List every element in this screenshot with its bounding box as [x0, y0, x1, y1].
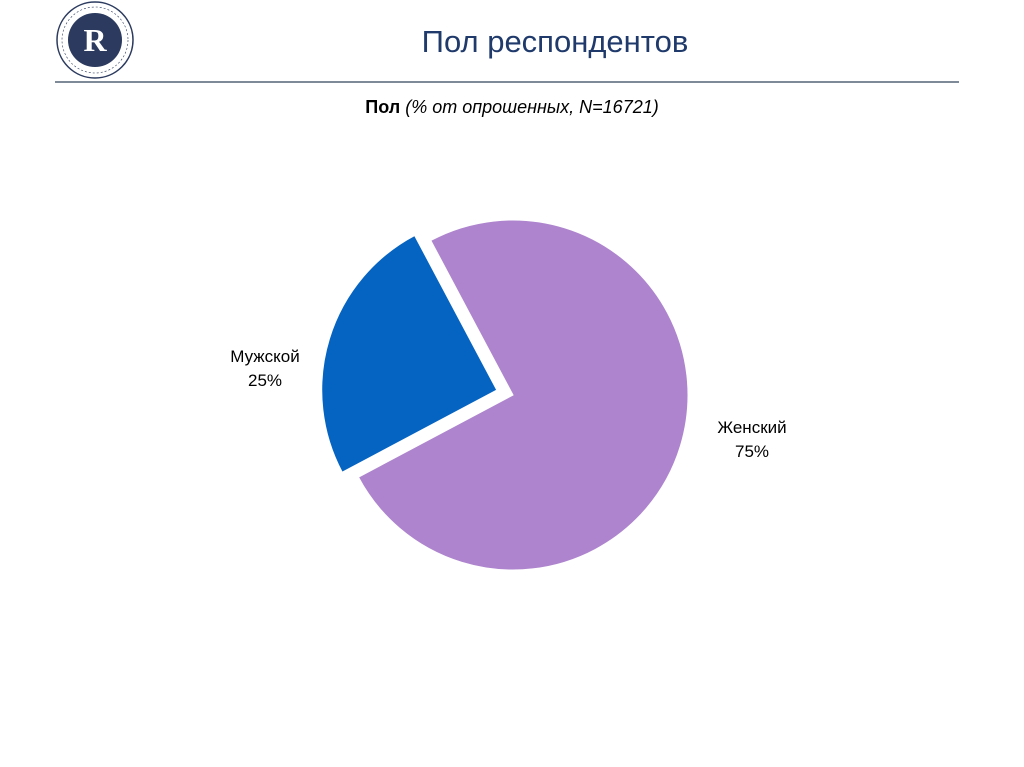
label-female-value: 75% [734, 442, 770, 461]
label-female-name: Женский [717, 418, 787, 437]
svg-text:R: R [83, 22, 107, 58]
page-title: Пол респондентов [421, 24, 689, 59]
chart-title: Пол (% от опрошенных, N=16721) [0, 97, 1024, 118]
chart-title-bold: Пол [365, 97, 401, 117]
chart-title-italic: (% от опрошенных, N=16721) [405, 97, 659, 117]
pie-slice-female [357, 219, 689, 571]
pie-slice-male [321, 234, 498, 473]
label-male-name: Мужской [230, 347, 300, 366]
label-male: Мужской 25% [210, 345, 320, 393]
hse-logo: R [56, 1, 134, 79]
title-divider [55, 81, 959, 83]
label-female: Женский 75% [697, 416, 807, 464]
label-male-value: 25% [247, 371, 283, 390]
